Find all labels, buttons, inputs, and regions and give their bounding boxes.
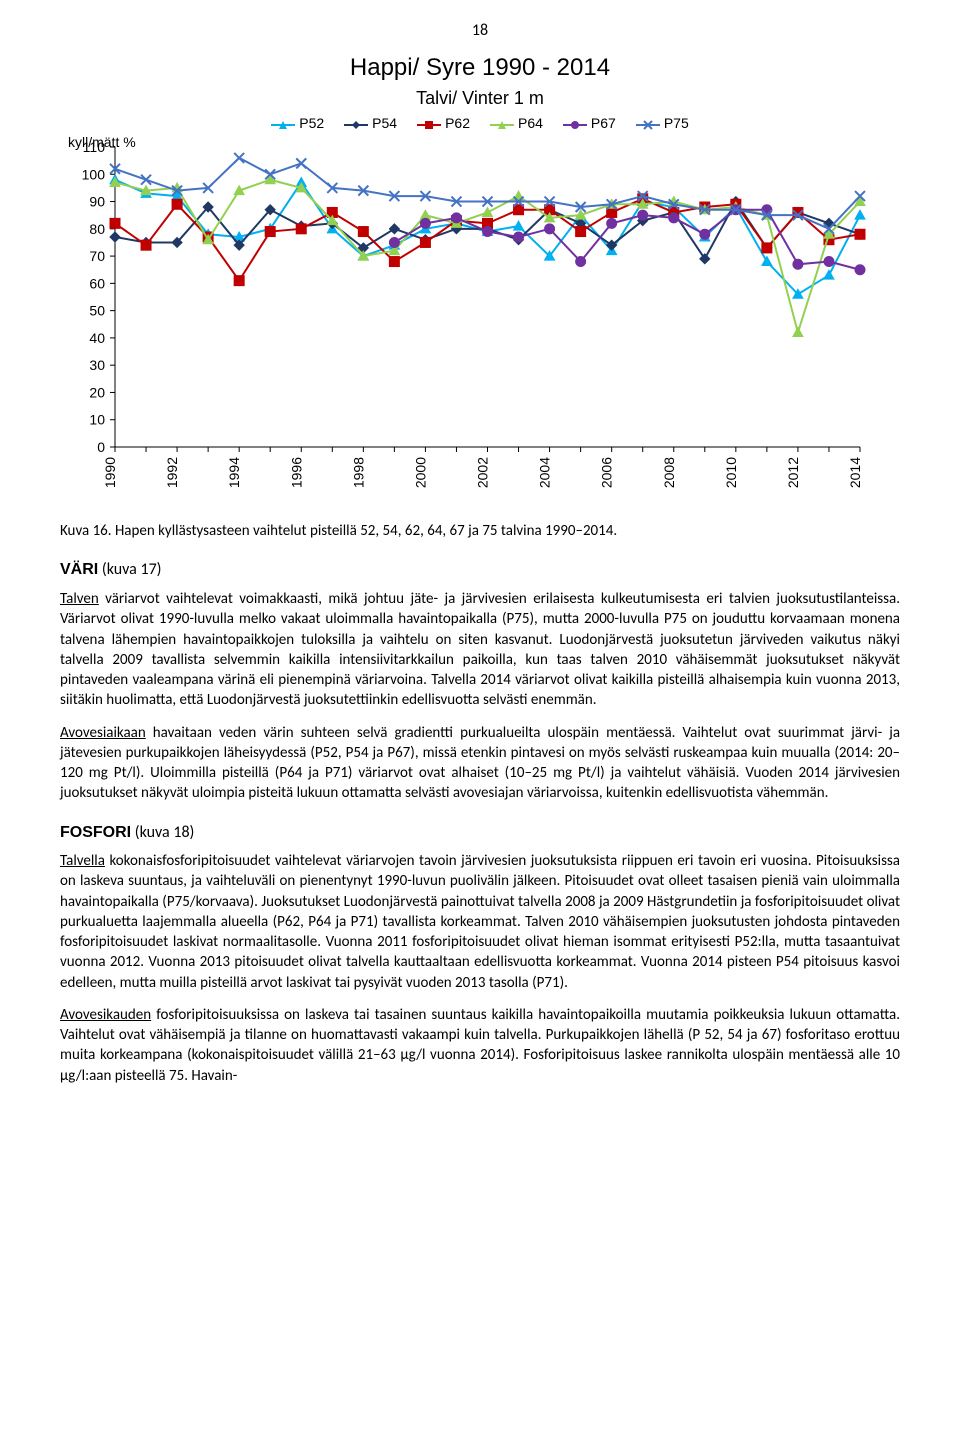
svg-text:1994: 1994 (226, 457, 242, 488)
vari-head-bold: VÄRI (60, 561, 98, 578)
svg-text:60: 60 (89, 276, 105, 292)
chart-legend: P52 P54 P62 P64 P67 P75 (60, 114, 900, 133)
chart-container: Happi/ Syre 1990 - 2014 Talvi/ Vinter 1 … (60, 52, 900, 498)
legend-item-p64: P64 (490, 114, 543, 133)
svg-text:2014: 2014 (847, 457, 863, 488)
chart-ylabel: kyll/mätt % (68, 133, 136, 152)
legend-item-p62: P62 (417, 114, 470, 133)
fosfori-head-bold: FOSFORI (60, 824, 131, 841)
svg-text:2000: 2000 (412, 457, 428, 488)
svg-text:80: 80 (89, 221, 105, 237)
legend-item-p75: P75 (636, 114, 689, 133)
fosfori-p1-rest: kokonaisfosforipitoisuudet vaihtelevat v… (60, 852, 900, 992)
legend-item-p67: P67 (563, 114, 616, 133)
vari-p1: Talven väriarvot vaihtelevat voimakkaast… (60, 589, 900, 711)
section-head-fosfori: FOSFORI (kuva 18) (60, 822, 900, 844)
svg-text:90: 90 (89, 194, 105, 210)
svg-text:1990: 1990 (102, 457, 118, 488)
fosfori-p2-rest: fosforipitoisuuksissa on laskeva tai tas… (60, 1006, 900, 1085)
svg-text:10: 10 (89, 412, 105, 428)
fosfori-p2: Avovesikauden fosforipitoisuuksissa on l… (60, 1005, 900, 1086)
fosfori-p1-u: Talvella (60, 852, 105, 870)
svg-text:2012: 2012 (785, 457, 801, 488)
vari-p2-rest: havaitaan veden värin suhteen selvä grad… (60, 724, 900, 803)
vari-head-plain: (kuva 17) (98, 560, 161, 579)
page-number: 18 (60, 20, 900, 42)
legend-item-p54: P54 (344, 114, 397, 133)
chart-title: Happi/ Syre 1990 - 2014 (60, 52, 900, 84)
svg-text:70: 70 (89, 248, 105, 264)
svg-text:40: 40 (89, 330, 105, 346)
svg-text:100: 100 (82, 166, 106, 182)
svg-text:2006: 2006 (599, 457, 615, 488)
svg-text:0: 0 (97, 439, 105, 455)
vari-p2-u: Avovesiaikaan (60, 724, 146, 742)
svg-text:2010: 2010 (723, 457, 739, 488)
svg-text:2008: 2008 (661, 457, 677, 488)
vari-p1-u: Talven (60, 590, 99, 608)
vari-p2: Avovesiaikaan havaitaan veden värin suht… (60, 723, 900, 804)
svg-text:1992: 1992 (164, 457, 180, 488)
chart-subtitle: Talvi/ Vinter 1 m (60, 86, 900, 110)
svg-text:50: 50 (89, 303, 105, 319)
svg-text:2004: 2004 (537, 457, 553, 488)
fosfori-p1: Talvella kokonaisfosforipitoisuudet vaih… (60, 851, 900, 993)
svg-text:2002: 2002 (475, 457, 491, 488)
svg-text:20: 20 (89, 385, 105, 401)
svg-text:1998: 1998 (350, 457, 366, 488)
svg-text:30: 30 (89, 357, 105, 373)
fosfori-head-plain: (kuva 18) (131, 823, 194, 842)
svg-text:1996: 1996 (288, 457, 304, 488)
chart-svg: 0102030405060708090100110199019921994199… (60, 137, 880, 497)
section-head-vari: VÄRI (kuva 17) (60, 559, 900, 581)
legend-item-p52: P52 (271, 114, 324, 133)
vari-p1-rest: väriarvot vaihtelevat voimakkaasti, mikä… (60, 590, 900, 709)
figure-caption: Kuva 16. Hapen kyllästysasteen vaihtelut… (60, 521, 900, 541)
fosfori-p2-u: Avovesikauden (60, 1006, 151, 1024)
